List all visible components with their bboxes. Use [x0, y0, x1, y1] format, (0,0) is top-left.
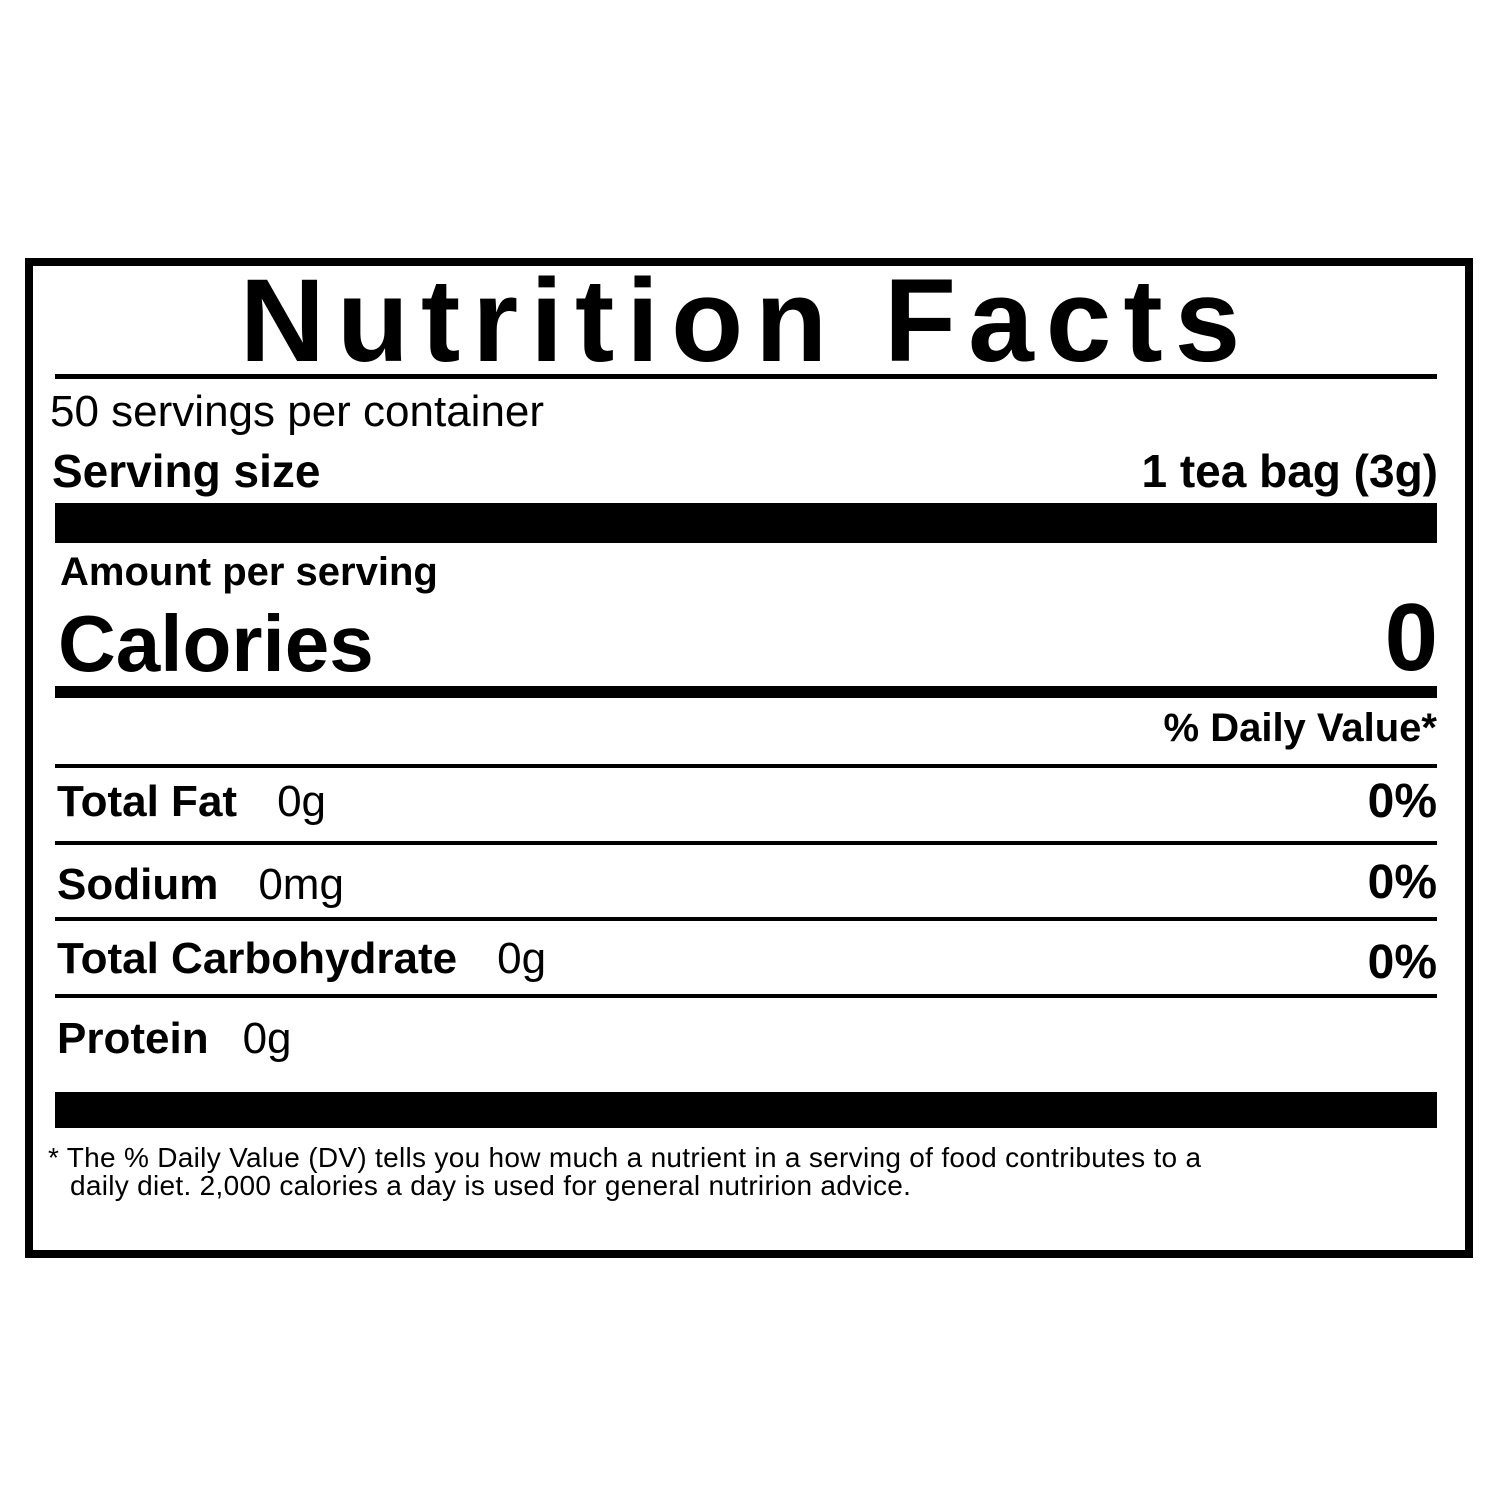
servings-per-container: 50 servings per container — [50, 387, 545, 436]
nutrient-amount: 0g — [242, 1014, 292, 1063]
label-title: Nutrition Facts — [239, 255, 1253, 387]
nutrient-amount: 0g — [277, 777, 327, 826]
divider — [55, 841, 1437, 845]
serving-size-value: 1 tea bag (3g) — [1141, 445, 1438, 497]
divider — [55, 917, 1437, 921]
footnote: * The % Daily Value (DV) tells you how m… — [48, 1144, 1448, 1200]
nutrient-dv: 0% — [1367, 856, 1437, 909]
nutrient-amount: 0mg — [258, 860, 344, 909]
serving-size-label: Serving size — [52, 445, 321, 497]
thick-divider — [55, 1092, 1437, 1128]
footnote-line: daily diet. 2,000 calories a day is used… — [70, 1170, 912, 1201]
divider — [55, 374, 1437, 379]
daily-value-header: % Daily Value* — [1163, 706, 1437, 750]
calories-value: 0 — [1384, 584, 1438, 691]
divider — [55, 764, 1437, 768]
thick-divider — [55, 503, 1437, 543]
nutrient-dv: 0% — [1367, 775, 1437, 828]
nutrient-row-protein: Protein 0g — [57, 1017, 292, 1061]
nutrient-row-total-fat: Total Fat 0g — [57, 780, 326, 824]
divider — [55, 994, 1437, 998]
nutrient-row-sodium: Sodium 0mg — [57, 863, 344, 907]
nutrient-name: Total Carbohydrate — [57, 934, 458, 983]
nutrient-row-total-carbohydrate: Total Carbohydrate 0g — [57, 937, 546, 981]
medium-divider — [55, 686, 1437, 698]
calories-label: Calories — [58, 599, 374, 688]
nutrient-name: Sodium — [57, 860, 219, 909]
label-frame — [25, 258, 1473, 1258]
amount-per-serving: Amount per serving — [60, 550, 438, 594]
nutrient-name: Protein — [57, 1014, 209, 1063]
nutrient-dv: 0% — [1367, 936, 1437, 989]
nutrient-name: Total Fat — [57, 777, 238, 826]
nutrient-amount: 0g — [497, 934, 547, 983]
footnote-line: * The % Daily Value (DV) tells you how m… — [48, 1142, 1202, 1173]
